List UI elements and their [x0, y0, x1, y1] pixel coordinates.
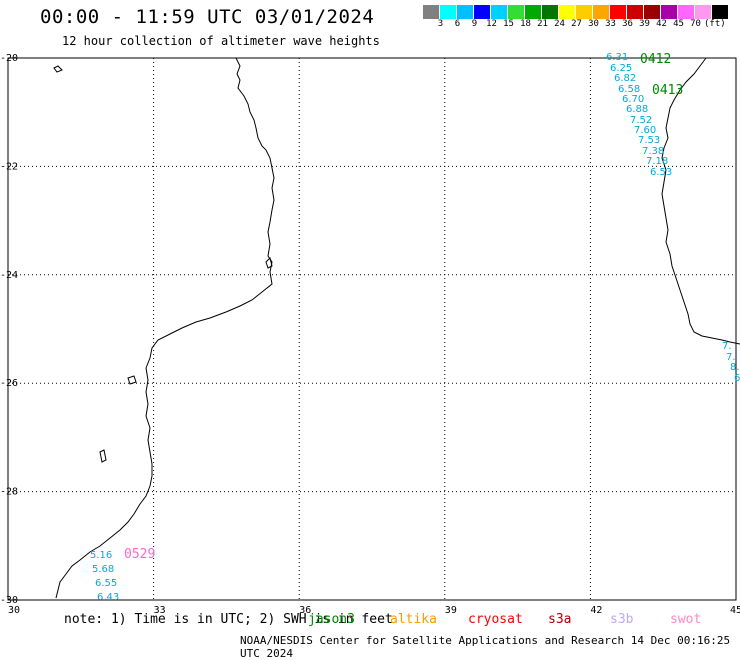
map-frame	[7, 57, 737, 601]
lon-tick-label: 33	[154, 605, 166, 616]
legend-label: 27	[571, 19, 582, 29]
legend-swatch	[542, 5, 559, 19]
coastline	[53, 57, 740, 599]
wave-value: 7.	[722, 341, 732, 352]
legend-label: (ft)	[704, 19, 726, 29]
legend-swatch	[559, 5, 576, 19]
legend-label: 70	[690, 19, 701, 29]
track-label-0529: 0529	[124, 547, 155, 562]
wave-value: 5.16	[90, 550, 112, 561]
legend-label: 9	[471, 19, 478, 29]
credit-line: NOAA/NESDIS Center for Satellite Applica…	[240, 634, 731, 660]
wave-value: 6.70	[622, 94, 644, 105]
legend-swatch	[525, 5, 542, 19]
lat-tick-label: -20	[0, 53, 18, 64]
lat-tick-label: -24	[0, 270, 18, 281]
legend-label: 45	[673, 19, 684, 29]
wave-value: 7.52	[630, 115, 652, 126]
legend-labels: 3 6 9 12 15 18 21 24 27 30 33 36 39 42 45 70 (ft)	[432, 19, 729, 29]
lat-tick-label: -30	[0, 595, 18, 606]
wave-value: 5.68	[92, 564, 114, 575]
legend-label: 12	[486, 19, 497, 29]
lon-tick-label: 36	[299, 605, 311, 616]
map-subtitle: 12 hour collection of altimeter wave hei…	[62, 34, 380, 48]
satellite-altika: altika	[390, 612, 437, 627]
satellite-swot: swot	[670, 612, 702, 627]
wave-value: 7.53	[638, 135, 660, 146]
legend-swatch	[423, 5, 440, 19]
legend-swatch	[712, 5, 729, 19]
legend-swatch	[678, 5, 695, 19]
legend-swatch	[627, 5, 644, 19]
wave-value: 6.25	[610, 63, 632, 74]
legend-swatch	[474, 5, 491, 19]
legend-label: 21	[537, 19, 548, 29]
legend-swatch	[576, 5, 593, 19]
legend-swatch	[644, 5, 661, 19]
satellite-s3b: s3b	[610, 612, 634, 627]
satellite-jason3: jason3	[308, 612, 355, 627]
wave-value: 7.38	[642, 146, 664, 157]
wave-value: 6.58	[618, 84, 640, 95]
satellite-cryosat: cryosat	[468, 612, 523, 627]
satellite-s3a: s3a	[548, 612, 572, 627]
island-small-west	[99, 449, 107, 463]
wave-value: 6	[734, 373, 740, 384]
island-bazaruto	[265, 257, 273, 269]
legend-label: 33	[605, 19, 616, 29]
legend-swatch	[440, 5, 457, 19]
legend-label: 36	[622, 19, 633, 29]
legend-label: 6	[454, 19, 461, 29]
island-inhaca	[127, 375, 137, 385]
lon-tick-label: 30	[8, 605, 20, 616]
legend-label: 42	[656, 19, 667, 29]
track-label-0412: 0412	[640, 52, 671, 67]
wave-value: 8.	[730, 362, 740, 373]
lat-tick-label: -22	[0, 161, 18, 172]
wave-value: 6.53	[650, 167, 672, 178]
wave-value: 6.31	[606, 52, 628, 63]
lon-tick-label: 45	[730, 605, 740, 616]
wave-value: 7.	[726, 352, 736, 363]
legend-swatches	[423, 5, 729, 19]
legend-label: 30	[588, 19, 599, 29]
wave-value: 7.60	[634, 125, 656, 136]
track-label-0413: 0413	[652, 83, 683, 98]
lon-tick-label: 39	[445, 605, 457, 616]
legend-swatch	[457, 5, 474, 19]
legend-swatch	[610, 5, 627, 19]
color-legend: 3 6 9 12 15 18 21 24 27 30 33 36 39 42 45 70 (ft)	[423, 5, 729, 29]
legend-swatch	[661, 5, 678, 19]
wave-value: 6.88	[626, 104, 648, 115]
legend-label: 39	[639, 19, 650, 29]
legend-swatch	[593, 5, 610, 19]
footer-note: note: 1) Time is in UTC; 2) SWH is in fe…	[64, 612, 393, 627]
lon-tick-label: 42	[590, 605, 602, 616]
lat-tick-label: -26	[0, 378, 18, 389]
legend-swatch	[695, 5, 712, 19]
island-small-north	[53, 65, 63, 73]
map-grid: 30 33 36 39 42 45 -20 -22 -24 -26 -28 -30	[0, 53, 740, 616]
coastline-madagascar	[661, 57, 740, 345]
legend-label: 15	[503, 19, 514, 29]
legend-label: 24	[554, 19, 565, 29]
legend-swatch	[491, 5, 508, 19]
map-title: 00:00 - 11:59 UTC 03/01/2024	[40, 6, 375, 28]
coastline-mozambique	[55, 57, 275, 599]
lat-tick-label: -28	[0, 487, 18, 498]
legend-swatch	[508, 5, 525, 19]
wave-value: 6.82	[614, 73, 636, 84]
wave-value: 6.43	[97, 592, 119, 603]
wave-value: 6.55	[95, 578, 117, 589]
legend-label: 3	[437, 19, 444, 29]
wave-value: 7.18	[646, 156, 668, 167]
legend-label: 18	[520, 19, 531, 29]
